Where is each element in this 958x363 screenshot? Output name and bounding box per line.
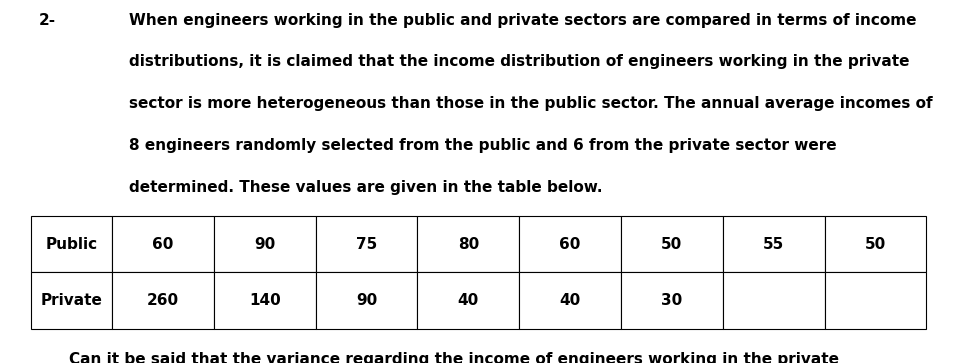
Text: 50: 50 <box>865 237 886 252</box>
Bar <box>825 272 926 329</box>
Text: 40: 40 <box>458 293 479 308</box>
Bar <box>418 216 519 272</box>
Bar <box>519 216 621 272</box>
Text: sector is more heterogeneous than those in the public sector. The annual average: sector is more heterogeneous than those … <box>129 96 933 111</box>
Text: 90: 90 <box>356 293 377 308</box>
Bar <box>519 272 621 329</box>
Text: 30: 30 <box>661 293 682 308</box>
Bar <box>315 272 418 329</box>
Text: Public: Public <box>45 237 98 252</box>
Text: distributions, it is claimed that the income distribution of engineers working i: distributions, it is claimed that the in… <box>129 54 910 69</box>
Bar <box>112 272 214 329</box>
Text: 8 engineers randomly selected from the public and 6 from the private sector were: 8 engineers randomly selected from the p… <box>129 138 837 153</box>
Bar <box>214 216 315 272</box>
Text: When engineers working in the public and private sectors are compared in terms o: When engineers working in the public and… <box>129 13 917 28</box>
Text: determined. These values are given in the table below.: determined. These values are given in th… <box>129 180 603 195</box>
Bar <box>214 272 315 329</box>
Text: 260: 260 <box>147 293 179 308</box>
Bar <box>315 216 418 272</box>
Bar <box>621 272 722 329</box>
Text: 2-: 2- <box>38 13 56 28</box>
Bar <box>825 216 926 272</box>
Text: 55: 55 <box>764 237 785 252</box>
Text: Private: Private <box>40 293 103 308</box>
Text: 60: 60 <box>559 237 581 252</box>
Text: 75: 75 <box>356 237 377 252</box>
Text: 90: 90 <box>254 237 275 252</box>
Text: 60: 60 <box>152 237 173 252</box>
Bar <box>722 272 825 329</box>
Bar <box>31 272 112 329</box>
Text: 40: 40 <box>559 293 581 308</box>
Bar <box>418 272 519 329</box>
Text: 140: 140 <box>249 293 281 308</box>
Text: 80: 80 <box>458 237 479 252</box>
Bar <box>112 216 214 272</box>
Text: 50: 50 <box>661 237 682 252</box>
Bar <box>722 216 825 272</box>
Text: Can it be said that the variance regarding the income of engineers working in th: Can it be said that the variance regardi… <box>69 352 839 363</box>
Bar <box>31 216 112 272</box>
Bar <box>621 216 722 272</box>
